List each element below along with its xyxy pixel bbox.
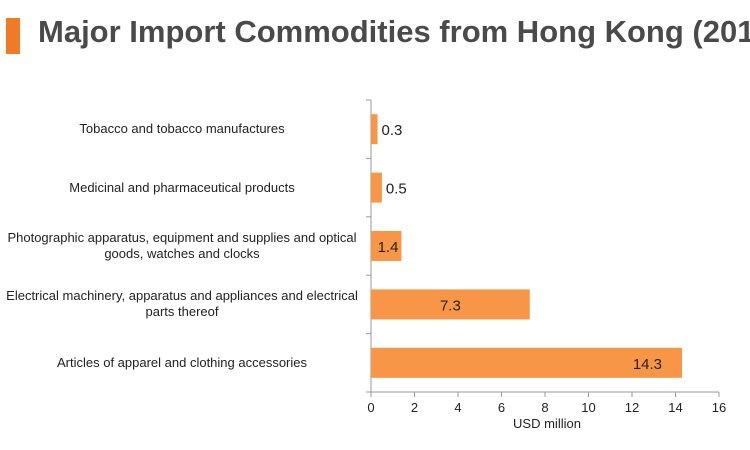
- bar: [371, 347, 683, 378]
- bar: [371, 231, 402, 261]
- x-tick-label: 2: [411, 400, 418, 415]
- bar: [371, 172, 382, 203]
- x-tick-label: 12: [625, 400, 639, 415]
- x-tick-label: 10: [581, 400, 595, 415]
- data-label: 0.5: [386, 181, 407, 198]
- x-tick-label: 4: [454, 400, 461, 415]
- data-label: 1.4: [378, 239, 399, 256]
- data-label: 7.3: [440, 297, 461, 314]
- x-tick-label: 16: [712, 400, 726, 415]
- category-label: Medicinal and pharmaceutical products: [69, 179, 295, 195]
- category-label: Electrical machinery, apparatus and appl…: [6, 288, 358, 320]
- category-label: Articles of apparel and clothing accesso…: [56, 354, 308, 370]
- x-axis-label: USD million: [513, 416, 581, 431]
- chart-title: Major Import Commodities from Hong Kong …: [38, 14, 750, 49]
- data-label: 0.3: [382, 122, 403, 139]
- x-tick-label: 8: [541, 400, 548, 415]
- bar: [371, 289, 530, 320]
- x-tick-label: 0: [367, 400, 374, 415]
- x-tick-label: 6: [498, 400, 505, 415]
- category-label: Photographic apparatus, equipment and su…: [7, 230, 357, 261]
- category-label: Tobacco and tobacco manufactures: [79, 121, 285, 137]
- title-accent-bar: [6, 18, 20, 54]
- x-tick-label: 14: [668, 400, 682, 415]
- data-label: 14.3: [633, 356, 662, 373]
- bar: [371, 114, 378, 145]
